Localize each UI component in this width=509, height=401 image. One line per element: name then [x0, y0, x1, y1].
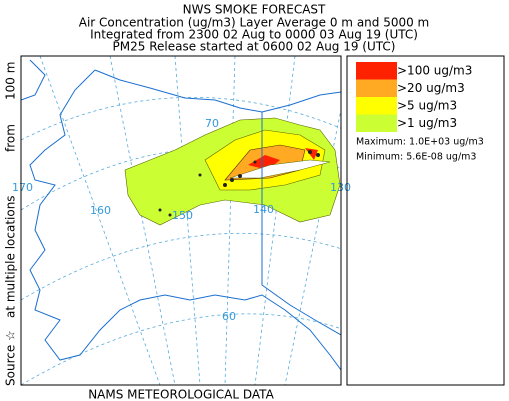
legend-label: >1 ug/m3 [397, 116, 457, 130]
subtitle: PM25 Release started at 0600 02 Aug 19 (… [113, 40, 396, 54]
side-label-part: 100 m [4, 62, 18, 100]
side-label: Source ☆ at multiple locations from 100 … [4, 62, 18, 386]
graticule [39, 56, 161, 385]
legend-frame [346, 55, 505, 386]
graticule [174, 56, 201, 385]
graticule [254, 56, 296, 385]
legend-swatch [356, 62, 397, 80]
map [21, 56, 341, 385]
map-label: 60 [222, 310, 236, 323]
graticule [21, 147, 341, 211]
legend-swatch [356, 79, 397, 97]
graticule [284, 107, 341, 385]
graticule [21, 232, 341, 301]
legend-swatch [356, 97, 397, 115]
map-label: 140 [253, 203, 274, 216]
graticule [21, 313, 341, 385]
map-label: 70 [205, 117, 219, 130]
border [261, 112, 341, 336]
coastline [21, 59, 46, 101]
legend-swatch [356, 114, 397, 132]
title: NWS SMOKE FORECAST [183, 3, 326, 17]
smoke-area [248, 148, 318, 170]
subtitle: Integrated from 2300 02 Aug to 0000 03 A… [90, 28, 418, 42]
legend-label: >100 ug/m3 [397, 64, 472, 78]
legend-maximum: Maximum: 1.0E+03 ug/m3 [356, 137, 484, 148]
coastline [29, 69, 341, 371]
fire-markers [158, 150, 320, 217]
side-label-part: from [4, 124, 18, 152]
subtitle: Air Concentration (ug/m3) Layer Average … [79, 16, 430, 30]
smoke-gap [229, 159, 331, 179]
map-label: 150 [172, 209, 193, 222]
graticule [109, 56, 176, 385]
graticule [224, 56, 236, 385]
legend-minimum: Minimum: 5.6E-08 ug/m3 [356, 152, 476, 163]
map-label: 160 [90, 204, 111, 217]
legend-label: >20 ug/m3 [397, 81, 465, 95]
side-label-part: Source ☆ [4, 330, 18, 386]
map-frame [20, 55, 342, 386]
legend-label: >5 ug/m3 [397, 99, 457, 113]
graticule [21, 96, 341, 141]
map-label: 170 [12, 181, 33, 194]
side-label-part: at multiple locations [4, 195, 18, 318]
coastline [261, 91, 341, 113]
footer: NAMS METEOROLOGICAL DATA [88, 388, 274, 401]
